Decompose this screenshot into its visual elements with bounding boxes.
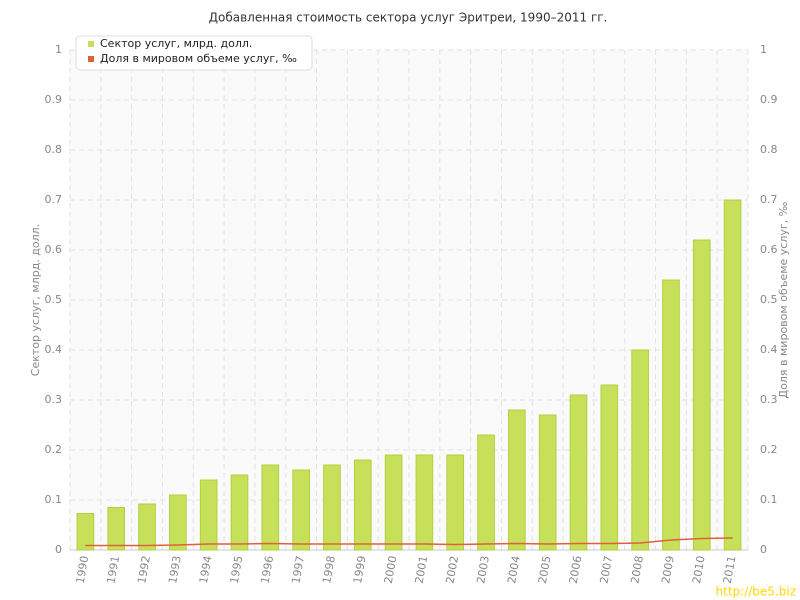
x-tick-label: 2001 [413,555,431,585]
y2-tick-label: 0.1 [760,493,778,506]
y2-tick-label: 0.8 [760,143,778,156]
bar [508,409,526,551]
y-tick-label: 0.1 [45,493,63,506]
x-tick-label: 1999 [351,555,369,585]
legend-box [75,35,313,71]
legend-label: Доля в мировом объеме услуг, ‰ [100,52,297,65]
y2-tick-label: 0.9 [760,93,778,106]
x-tick-label: 1994 [197,555,215,585]
bar [76,513,95,551]
y2-tick-label: 0.6 [760,243,778,256]
y2-tick-label: 0.2 [760,443,778,456]
x-tick-label: 1996 [259,555,277,585]
y2-axis-label: Доля в мировом объеме услуг, ‰ [777,201,790,398]
y-axis-label: Сектор услуг, млрд. долл. [29,224,42,376]
bar [446,454,465,551]
x-tick-label: 1993 [166,555,184,585]
y-tick-label: 0.2 [45,443,63,456]
x-tick-label: 2010 [690,555,708,585]
x-tick-label: 2007 [598,555,616,585]
x-tick-label: 2011 [721,555,739,585]
bar [292,469,310,551]
bar [723,199,742,551]
bar [600,384,619,551]
y-tick-label: 1 [55,43,62,56]
x-tick-label: 2004 [505,555,523,585]
y2-tick-label: 0.5 [760,293,778,306]
y-tick-label: 0.7 [45,193,63,206]
y-tick-label: 0.9 [45,93,63,106]
bar [538,414,557,551]
legend-swatch [88,56,94,62]
x-tick-label: 1997 [289,555,307,585]
x-tick-label: 2005 [536,555,554,585]
x-tick-label: 2000 [382,555,400,585]
y-tick-label: 0.5 [45,293,63,306]
bar [138,503,156,551]
x-tick-label: 2008 [628,555,646,585]
y-tick-label: 0.8 [45,143,63,156]
bar [692,239,711,551]
line [85,537,733,547]
x-tick-label: 1991 [104,555,122,585]
bar [107,507,126,551]
bar [323,464,341,551]
y2-tick-label: 0 [760,543,767,556]
bar [230,474,249,551]
bar [477,434,495,551]
bar [384,454,403,551]
bar [353,459,372,551]
y2-tick-label: 0.7 [760,193,778,206]
watermark: http://be5.biz [716,585,796,599]
bar [415,454,434,551]
y2-tick-label: 0.3 [760,393,778,406]
x-tick-label: 2009 [659,555,677,585]
y2-tick-label: 1 [760,43,767,56]
x-tick-label: 2002 [443,555,461,585]
legend-swatch [88,41,94,47]
x-tick-label: 1995 [228,555,246,585]
bar [662,279,680,551]
y-tick-label: 0.6 [45,243,63,256]
bar [199,479,218,551]
chart-title: Добавленная стоимость сектора услуг Эрит… [209,11,608,25]
x-tick-label: 1990 [74,555,92,585]
legend-label: Сектор услуг, млрд. долл. [100,37,252,50]
bar [569,394,588,551]
x-tick-label: 2003 [474,555,492,585]
x-tick-label: 1992 [135,555,153,585]
y-tick-label: 0 [55,543,62,556]
y2-tick-label: 0.4 [760,343,778,356]
bar [261,464,280,551]
x-tick-label: 1998 [320,555,338,585]
y-tick-label: 0.3 [45,393,63,406]
bar [169,494,187,551]
bar [631,349,649,551]
plot [69,49,749,551]
y-tick-label: 0.4 [45,343,63,356]
x-tick-label: 2006 [567,555,585,585]
